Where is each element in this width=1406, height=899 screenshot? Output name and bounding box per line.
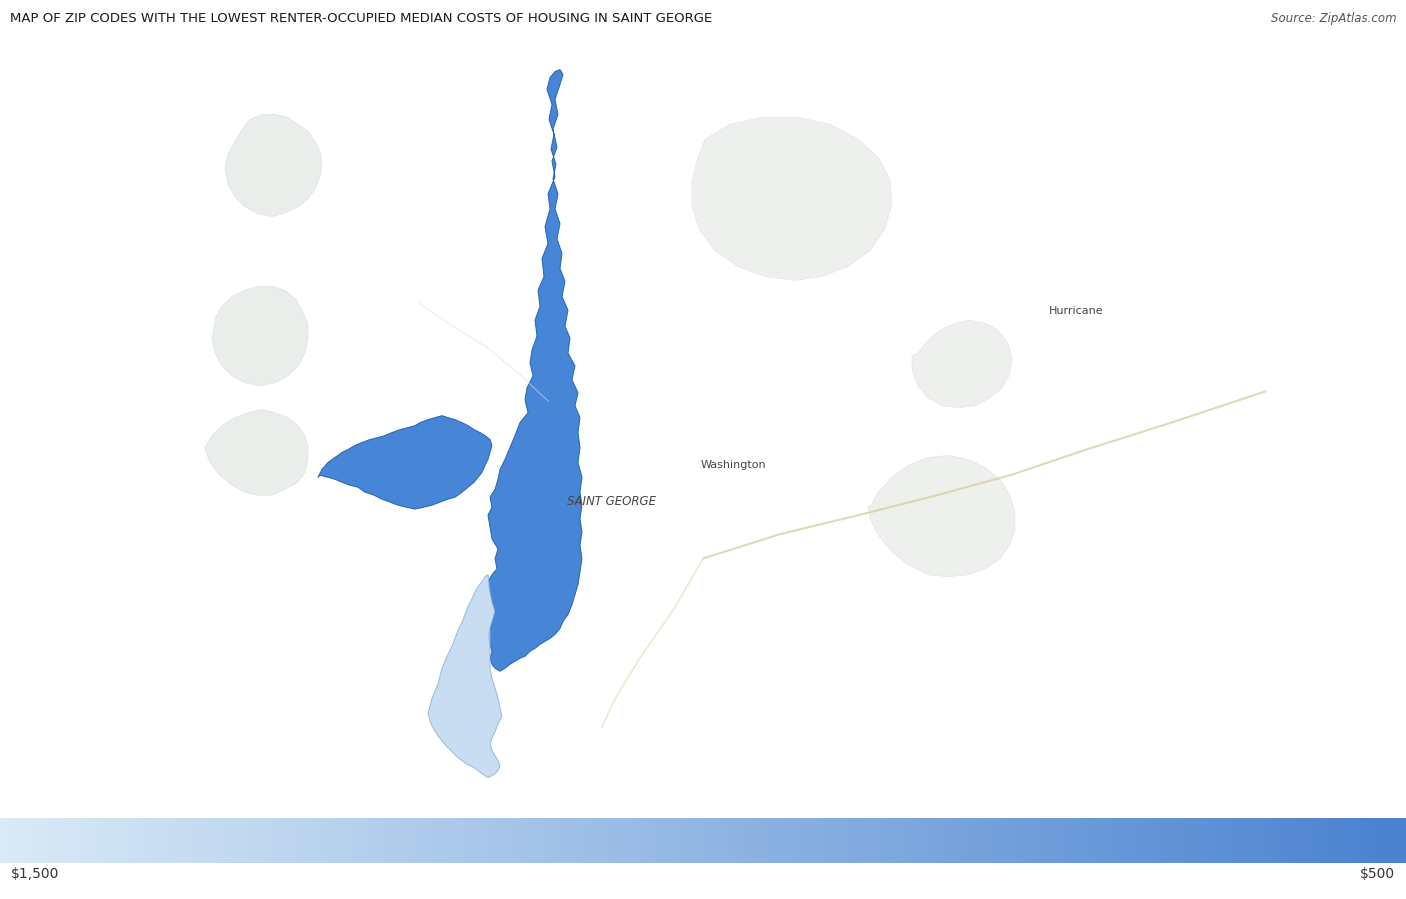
Polygon shape bbox=[912, 320, 1012, 408]
Polygon shape bbox=[692, 118, 891, 280]
Text: Source: ZipAtlas.com: Source: ZipAtlas.com bbox=[1271, 13, 1396, 25]
Polygon shape bbox=[205, 410, 308, 495]
Text: SAINT GEORGE: SAINT GEORGE bbox=[567, 495, 657, 508]
Text: $1,500: $1,500 bbox=[11, 868, 59, 881]
Polygon shape bbox=[427, 574, 502, 778]
Text: Washington: Washington bbox=[700, 459, 766, 470]
Polygon shape bbox=[225, 114, 322, 217]
Text: $500: $500 bbox=[1360, 868, 1395, 881]
Polygon shape bbox=[318, 415, 492, 509]
Text: Hurricane: Hurricane bbox=[1049, 307, 1104, 316]
Polygon shape bbox=[868, 456, 1015, 577]
Polygon shape bbox=[488, 69, 582, 672]
Text: MAP OF ZIP CODES WITH THE LOWEST RENTER-OCCUPIED MEDIAN COSTS OF HOUSING IN SAIN: MAP OF ZIP CODES WITH THE LOWEST RENTER-… bbox=[10, 13, 711, 25]
Polygon shape bbox=[212, 287, 308, 386]
